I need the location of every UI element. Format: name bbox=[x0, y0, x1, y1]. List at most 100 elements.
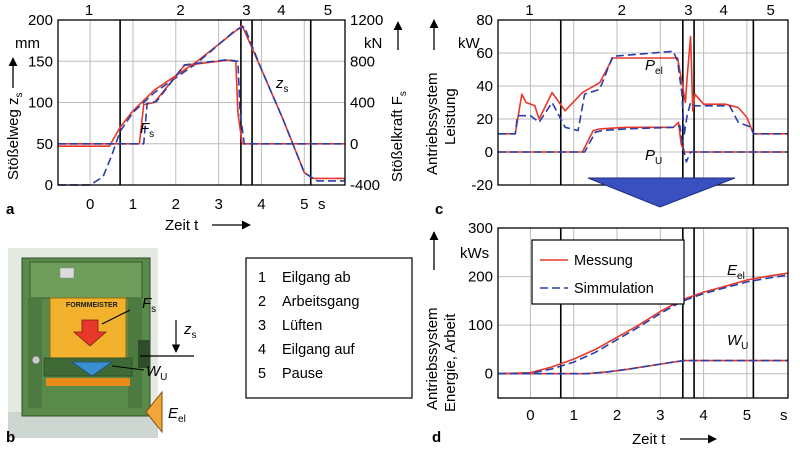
svg-text:Energie, Arbeit: Energie, Arbeit bbox=[442, 313, 459, 412]
press-crown bbox=[29, 261, 143, 299]
chart-d-xtick: 5 bbox=[743, 407, 751, 424]
phase-legend-number: 4 bbox=[258, 342, 266, 358]
chart-a-ytick-left: 200 bbox=[28, 12, 53, 29]
phase-legend-text: Lüften bbox=[282, 318, 322, 334]
chart-d-xtick: 1 bbox=[570, 407, 578, 424]
chart-c-panel-letter: c bbox=[435, 201, 443, 218]
chart-c-ytick: -20 bbox=[471, 177, 493, 194]
transition-arrow bbox=[587, 177, 736, 208]
press-orange-bolster bbox=[46, 378, 130, 386]
chart-c-ytick: 20 bbox=[476, 111, 493, 128]
chart-c-series-measured-0 bbox=[498, 35, 788, 135]
photo-label-energy: Eel bbox=[168, 405, 186, 425]
phase-legend-text: Arbeitsgang bbox=[282, 294, 359, 310]
chart-c-phase-label: 1 bbox=[525, 2, 533, 19]
press-control-knob bbox=[31, 355, 41, 365]
chart-a-annotation-z: zs bbox=[275, 75, 289, 95]
chart-a-series-stroke-simulated bbox=[58, 25, 345, 186]
photo-label-work: WU bbox=[146, 363, 167, 383]
chart-d-xtick: 4 bbox=[699, 407, 707, 424]
chart-d-xtick: 2 bbox=[613, 407, 621, 424]
svg-text:Stößelkraft Fs: Stößelkraft Fs bbox=[389, 91, 409, 182]
svg-text:Antriebssystem: Antriebssystem bbox=[424, 307, 441, 410]
chart-c-phase-label: 3 bbox=[684, 2, 692, 19]
chart-d: 0 1 2 3 4 5 0 100 200 300 kWs Antriebssystem Ene… bbox=[424, 220, 789, 448]
photo-panel-letter: b bbox=[6, 429, 15, 446]
chart-a-xtick: 0 bbox=[86, 196, 94, 213]
chart-c-phase-label: 4 bbox=[720, 2, 728, 19]
chart-a-frame bbox=[57, 19, 346, 186]
phase-legend-number: 2 bbox=[258, 294, 266, 310]
phase-legend-number: 3 bbox=[258, 318, 266, 334]
chart-a-phase-label: 2 bbox=[176, 2, 184, 19]
chart-a-ytick-left: 150 bbox=[28, 53, 53, 70]
chart-a-series-force-measured bbox=[58, 59, 345, 145]
chart-a-xtick: 2 bbox=[172, 196, 180, 213]
chart-a-series-stroke-measured bbox=[58, 25, 345, 180]
phase-legend: 1 Eilgang ab 2 Arbeitsgang 3 Lüften 4 Eilgang a… bbox=[245, 257, 413, 399]
chart-a-series-force-simulated bbox=[58, 58, 345, 145]
chart-a-xlabel: Zeit t bbox=[165, 217, 199, 234]
chart-a-xtick: 4 bbox=[257, 196, 265, 213]
chart-c-ylabel2: Leistung bbox=[442, 88, 459, 145]
chart-a-phase-label: 3 bbox=[242, 2, 250, 19]
work-triangle-icon bbox=[70, 361, 114, 377]
chart-c-annotation-PU: PU bbox=[645, 147, 662, 167]
chart-d-legend: Messung Simmulation bbox=[531, 239, 685, 305]
chart-d-ytick: 100 bbox=[468, 317, 493, 334]
press-left-column bbox=[28, 298, 42, 408]
chart-a-ytick-left: 50 bbox=[36, 136, 53, 153]
chart-d-xlabel: Zeit t bbox=[632, 431, 666, 448]
chart-c-series-simulated-3 bbox=[498, 124, 788, 163]
press-side-cabinet bbox=[138, 340, 150, 368]
chart-a-xtick: 1 bbox=[129, 196, 137, 213]
chart-a-phase-label: 1 bbox=[85, 2, 93, 19]
chart-c-series-measured-2 bbox=[498, 121, 788, 153]
chart-c-frame bbox=[497, 19, 789, 186]
chart-a-ytick-left: 0 bbox=[45, 177, 53, 194]
chart-a-ylabel-right-unit: kN bbox=[364, 35, 382, 52]
chart-d-ytick: 300 bbox=[468, 220, 493, 237]
chart-c-phase-label: 2 bbox=[618, 2, 626, 19]
chart-d-annotation-WU: WU bbox=[727, 332, 748, 352]
chart-d-panel-letter: d bbox=[432, 429, 441, 446]
chart-a-phase-label: 5 bbox=[324, 2, 332, 19]
chart-c-ytick: 40 bbox=[476, 78, 493, 95]
phase-legend-text: Pause bbox=[282, 366, 323, 382]
chart-a-xunit: s bbox=[318, 196, 326, 213]
phase-legend-text: Eilgang auf bbox=[282, 342, 356, 358]
chart-c-ytick: 60 bbox=[476, 45, 493, 62]
photo-force-leader bbox=[101, 309, 131, 325]
chart-a-ylabel-right: Stößelkraft Fs bbox=[389, 91, 409, 182]
svg-text:Stößelweg zs: Stößelweg zs bbox=[5, 92, 25, 180]
force-arrow-icon bbox=[72, 319, 108, 347]
chart-d-legend-box bbox=[531, 239, 685, 305]
chart-a-ytick-right: 1200 bbox=[350, 12, 383, 29]
photo-label-force: Fs bbox=[142, 295, 156, 315]
photo-label-stroke: zs bbox=[183, 321, 197, 341]
svg-text:Leistung: Leistung bbox=[442, 88, 459, 145]
chart-c-ylabel: Antriebssystem bbox=[424, 72, 441, 175]
chart-c-ytick: 0 bbox=[485, 144, 493, 161]
press-right-column bbox=[128, 298, 142, 408]
chart-a-ytick-right: -400 bbox=[350, 177, 380, 194]
chart-a-panel-letter: a bbox=[6, 201, 15, 218]
chart-c-series-simulated-1 bbox=[498, 50, 788, 137]
chart-d-frame bbox=[497, 227, 789, 399]
legend-measured-label: Messung bbox=[574, 253, 633, 269]
chart-a-annotation-F: Fs bbox=[140, 120, 154, 140]
chart-d-xtick: 3 bbox=[656, 407, 664, 424]
phase-legend-box bbox=[245, 257, 413, 399]
chart-c-yunit: kW bbox=[458, 35, 481, 52]
chart-a-ytick-left: 100 bbox=[28, 95, 53, 112]
chart-a-ytick-right: 400 bbox=[350, 95, 375, 112]
chart-d-yunit: kWs bbox=[460, 245, 489, 262]
chart-c-phase-label: 5 bbox=[767, 2, 775, 19]
press-illustration: FORMMEISTER Fs zs WU Eel b bbox=[6, 248, 197, 446]
chart-c-ytick: 80 bbox=[476, 12, 493, 29]
phase-legend-text: Eilgang ab bbox=[282, 270, 351, 286]
energy-triangle-icon bbox=[145, 390, 163, 434]
chart-d-ytick: 0 bbox=[485, 366, 493, 383]
chart-a-ylabel-left: Stößelweg zs bbox=[5, 92, 25, 180]
